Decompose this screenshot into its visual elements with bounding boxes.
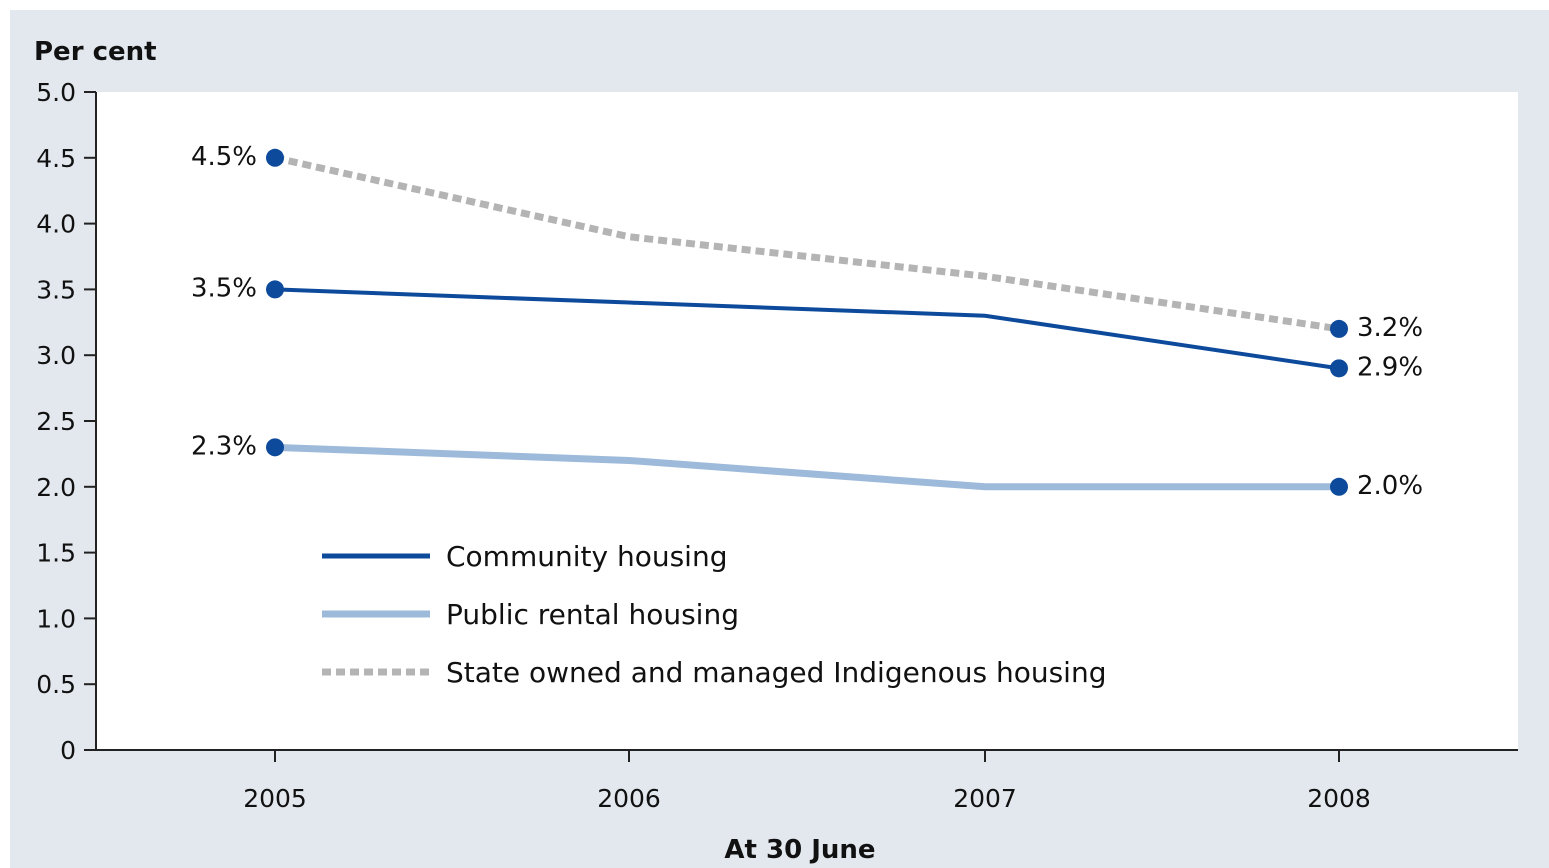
legend: Community housing Public rental housing St… — [322, 540, 1106, 689]
data-label: 4.5% — [191, 142, 257, 172]
y-tick-label: 2.5 — [36, 407, 76, 436]
data-point — [266, 148, 284, 167]
data-point — [1330, 477, 1348, 496]
data-point — [1330, 359, 1348, 378]
x-tick-label: 2006 — [597, 784, 661, 813]
y-tick-label: 0 — [60, 736, 76, 765]
y-tick-label: 1.0 — [36, 604, 76, 633]
series-line — [274, 154, 1340, 333]
y-axis: 0 0.5 1.0 1.5 2.0 2.5 3.0 3.5 4.0 4.5 5.0 — [36, 78, 97, 765]
chart-frame: Per cent 0 0.5 1.0 1.5 2.0 2.5 3.0 3.5 4.0 4.5 5.0… — [10, 10, 1549, 868]
plot-area — [96, 92, 1518, 750]
data-label: 3.5% — [191, 273, 257, 303]
data-point — [266, 280, 284, 299]
legend-label: Public rental housing — [446, 598, 739, 631]
legend-label: Community housing — [446, 540, 727, 573]
x-tick-label: 2005 — [243, 784, 307, 813]
data-label: 2.0% — [1357, 471, 1423, 501]
y-tick-label: 4.0 — [36, 210, 76, 239]
y-tick-label: 3.0 — [36, 341, 76, 370]
data-label: 2.3% — [191, 431, 257, 461]
y-tick-label: 5.0 — [36, 78, 76, 107]
x-axis: 2005 2006 2007 2008 — [96, 749, 1518, 813]
series-layer: 3.5% 2.9% 2.3% 2.0% 4.5% 3.2% — [191, 142, 1423, 501]
y-tick-label: 3.5 — [36, 275, 76, 304]
x-axis-title: At 30 June — [724, 835, 875, 865]
data-label: 2.9% — [1357, 352, 1423, 382]
y-tick-label: 1.5 — [36, 539, 76, 568]
x-tick-label: 2007 — [953, 784, 1017, 813]
y-tick-label: 2.0 — [36, 473, 76, 502]
y-axis-title: Per cent — [34, 37, 157, 67]
y-tick-label: 0.5 — [36, 670, 76, 699]
y-tick-label: 4.5 — [36, 144, 76, 173]
x-tick-label: 2008 — [1307, 784, 1371, 813]
legend-label: State owned and managed Indigenous housi… — [446, 656, 1106, 689]
data-point — [1330, 319, 1348, 338]
data-label: 3.2% — [1357, 313, 1423, 343]
line-chart: Per cent 0 0.5 1.0 1.5 2.0 2.5 3.0 3.5 4.0 4.5 5.0… — [34, 37, 1518, 865]
data-point — [266, 438, 284, 457]
series-line — [274, 443, 1339, 491]
series-line — [274, 287, 1340, 371]
